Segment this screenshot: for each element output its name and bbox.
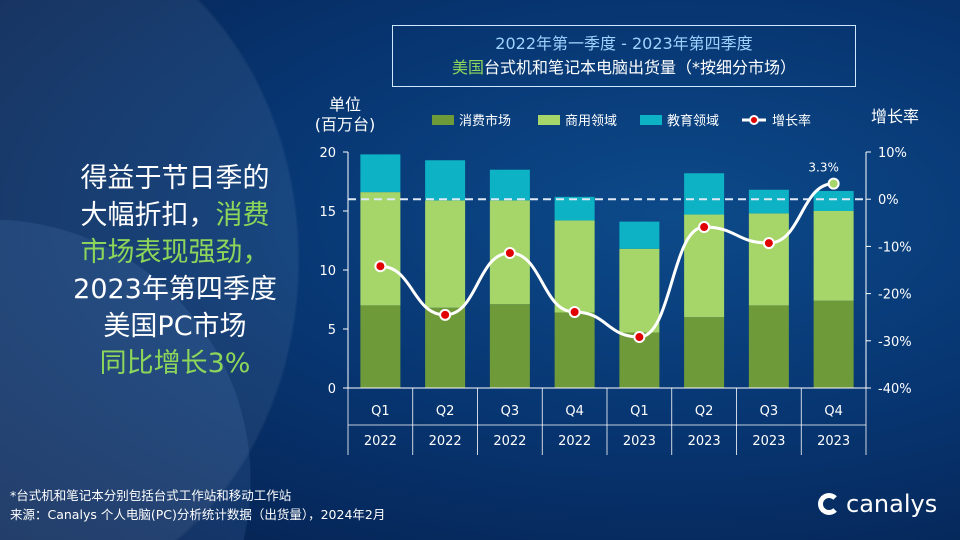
y-tick-label: 5 bbox=[328, 323, 336, 338]
y2-axis-label: 增长率 bbox=[871, 107, 919, 126]
bar-0 bbox=[360, 305, 401, 388]
legend-label: 教育领域 bbox=[667, 113, 719, 129]
bar-0 bbox=[489, 304, 530, 388]
y2-tick-label: 0% bbox=[878, 193, 899, 208]
headline-line: 得益于节日季的 bbox=[80, 163, 270, 194]
bar-0 bbox=[748, 305, 789, 388]
x-tick-label: Q3 bbox=[501, 404, 520, 419]
footnote: *台式机和笔记本分别包括台式工作站和移动工作站 bbox=[10, 488, 292, 503]
growth-point bbox=[374, 260, 387, 273]
x-tick-label: Q3 bbox=[760, 404, 779, 419]
bar-1 bbox=[425, 200, 466, 308]
headline-text: 大幅折扣， bbox=[80, 200, 216, 231]
logo-text: canalys bbox=[846, 490, 938, 518]
bar-2 bbox=[554, 196, 595, 221]
legend-label: 消费市场 bbox=[459, 113, 511, 129]
headline: 得益于节日季的 大幅折扣，消费 市场表现强劲， 2023年第四季度 美国PC市场… bbox=[40, 160, 310, 382]
y2-tick-label: -40% bbox=[878, 382, 912, 397]
x-year-label: 2022 bbox=[364, 434, 397, 449]
bar-2 bbox=[360, 154, 401, 193]
legend-swatch bbox=[538, 115, 560, 125]
x-tick-label: Q1 bbox=[630, 404, 649, 419]
x-year-label: 2023 bbox=[817, 434, 850, 449]
bar-0 bbox=[813, 300, 854, 388]
growth-point bbox=[633, 331, 646, 344]
headline-line: 2023年第四季度 bbox=[73, 274, 277, 305]
x-year-label: 2022 bbox=[493, 434, 526, 449]
legend-swatch bbox=[640, 115, 662, 125]
title-highlight: 美国 bbox=[451, 58, 484, 77]
title-line-2: 美国台式机和笔记本电脑出货量（*按细分市场） bbox=[393, 56, 855, 80]
y2-tick-label: -30% bbox=[878, 335, 912, 350]
x-tick-label: Q4 bbox=[565, 404, 584, 419]
chart-title: 2022年第一季度 - 2023年第四季度 美国台式机和笔记本电脑出货量（*按细… bbox=[392, 25, 856, 87]
legend: 消费市场 商用领域 教育领域 增长率 bbox=[432, 113, 811, 129]
growth-point bbox=[762, 237, 775, 250]
headline-line: 市场表现强劲， bbox=[80, 237, 270, 268]
growth-point bbox=[698, 221, 711, 234]
bar-1 bbox=[813, 211, 854, 301]
y-axis-label: 单位 bbox=[329, 95, 361, 114]
headline-line: 同比增长3% bbox=[99, 348, 251, 379]
x-year-label: 2023 bbox=[623, 434, 656, 449]
bar-2 bbox=[813, 190, 854, 211]
canalys-logo: canalys bbox=[818, 490, 937, 518]
bar-2 bbox=[489, 169, 530, 201]
bar-0 bbox=[425, 307, 466, 388]
x-tick-label: Q1 bbox=[371, 404, 390, 419]
legend-marker bbox=[749, 115, 759, 125]
y-axis-label: (百万台) bbox=[315, 115, 376, 134]
legend-label: 商用领域 bbox=[565, 114, 617, 129]
y-tick-label: 20 bbox=[319, 146, 336, 161]
x-tick-label: Q4 bbox=[824, 404, 843, 419]
headline-line: 美国PC市场 bbox=[103, 311, 247, 342]
growth-point bbox=[439, 308, 452, 321]
growth-point bbox=[827, 177, 840, 190]
bar-1 bbox=[619, 248, 660, 333]
y-tick-label: 15 bbox=[319, 205, 336, 220]
y2-tick-label: 10% bbox=[878, 146, 907, 161]
source-note: 来源：Canalys 个人电脑(PC)分析统计数据（出货量），2024年2月 bbox=[10, 507, 386, 522]
headline-highlight: 消费 bbox=[215, 200, 270, 231]
bar-2 bbox=[619, 221, 660, 249]
bar-1 bbox=[748, 213, 789, 306]
bar-2 bbox=[425, 160, 466, 201]
footer: *台式机和笔记本分别包括台式工作站和移动工作站 来源：Canalys 个人电脑(… bbox=[10, 486, 385, 524]
y2-tick-label: -20% bbox=[878, 288, 912, 303]
logo-icon bbox=[818, 493, 840, 515]
growth-point bbox=[503, 247, 516, 260]
bar-1 bbox=[360, 192, 401, 306]
x-year-label: 2023 bbox=[752, 434, 785, 449]
x-year-label: 2022 bbox=[558, 434, 591, 449]
y2-tick-label: -10% bbox=[878, 240, 912, 255]
bar-0 bbox=[684, 317, 725, 388]
title-text: 台式机和笔记本电脑出货量（*按细分市场） bbox=[484, 58, 797, 77]
y-tick-label: 0 bbox=[328, 382, 336, 397]
bar-2 bbox=[748, 189, 789, 214]
headline-line: 大幅折扣，消费 bbox=[40, 197, 310, 234]
title-line-1: 2022年第一季度 - 2023年第四季度 bbox=[495, 34, 753, 53]
legend-label: 增长率 bbox=[772, 113, 811, 129]
x-tick-label: Q2 bbox=[436, 404, 455, 419]
growth-point bbox=[568, 306, 581, 319]
bar-1 bbox=[554, 220, 595, 313]
bar-0 bbox=[554, 312, 595, 388]
x-tick-label: Q2 bbox=[695, 404, 714, 419]
growth-data-label: 3.3% bbox=[808, 161, 839, 175]
y-tick-label: 10 bbox=[319, 264, 336, 279]
x-year-label: 2023 bbox=[688, 434, 721, 449]
legend-swatch bbox=[432, 115, 454, 125]
bar-2 bbox=[684, 173, 725, 215]
x-year-label: 2022 bbox=[429, 434, 462, 449]
growth-line bbox=[380, 182, 834, 339]
